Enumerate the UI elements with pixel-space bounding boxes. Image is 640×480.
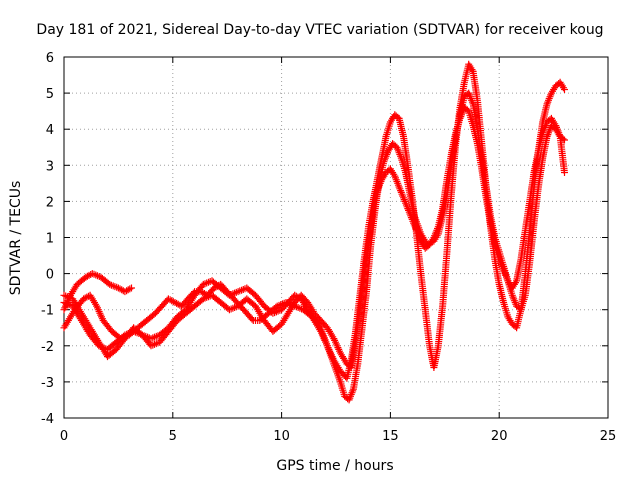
data-point — [149, 334, 157, 342]
y-tick-label: 4 — [46, 123, 54, 138]
data-point — [199, 280, 207, 288]
data-point — [561, 86, 568, 93]
data-point — [296, 304, 304, 312]
x-tick-label: 5 — [169, 429, 177, 444]
data-point — [248, 315, 256, 323]
data-point — [152, 332, 160, 340]
y-tick-label: -4 — [41, 412, 54, 427]
x-tick-label: 10 — [273, 429, 290, 444]
y-tick-label: -3 — [41, 376, 54, 391]
data-point — [60, 299, 68, 306]
data-point — [109, 282, 117, 290]
data-point — [231, 304, 239, 311]
x-tick-label: 25 — [600, 429, 617, 444]
plot-frame — [63, 56, 609, 419]
y-tick-label: 2 — [46, 195, 54, 210]
data-point — [225, 291, 233, 299]
y-tick-label: -2 — [41, 340, 54, 355]
data-point — [126, 285, 134, 293]
chart-title: Day 181 of 2021, Sidereal Day-to-day VTE… — [36, 22, 603, 38]
y-tick-label: 3 — [46, 159, 54, 174]
data-point — [128, 284, 135, 292]
data-point — [561, 169, 568, 176]
data-points — [60, 60, 568, 404]
data-point — [238, 286, 246, 294]
data-point — [272, 308, 280, 316]
x-tick-label: 0 — [60, 429, 68, 444]
data-point — [124, 286, 132, 294]
data-point — [225, 306, 233, 314]
x-tick-label: 15 — [382, 429, 399, 444]
data-point — [113, 283, 121, 291]
data-point — [106, 280, 114, 288]
x-tick-label: 20 — [491, 429, 508, 444]
data-point — [269, 309, 277, 317]
data-point — [60, 291, 68, 299]
data-point — [275, 301, 283, 309]
data-point — [561, 136, 568, 144]
x-axis-label: GPS time / hours — [276, 458, 393, 474]
data-point — [199, 295, 207, 303]
data-point — [231, 289, 239, 297]
data-point — [64, 293, 71, 301]
y-axis-label: SDTVAR / TECUs — [8, 181, 24, 296]
data-point — [201, 280, 209, 288]
data-point — [92, 271, 100, 279]
data-point — [229, 304, 237, 312]
y-tick-label: -1 — [41, 304, 54, 319]
y-tick-label: 5 — [46, 87, 54, 102]
data-point — [64, 300, 71, 308]
y-tick-label: 6 — [46, 51, 54, 66]
y-axis: -4 -3 -2 -1 0 1 2 3 4 5 6 — [41, 51, 608, 427]
y-tick-label: 1 — [46, 232, 54, 247]
data-point — [229, 290, 237, 298]
data-point — [234, 288, 242, 296]
data-point — [201, 294, 209, 302]
data-point — [149, 341, 157, 349]
y-tick-label: 0 — [46, 268, 54, 283]
data-point — [152, 340, 160, 348]
data-point — [88, 270, 96, 278]
